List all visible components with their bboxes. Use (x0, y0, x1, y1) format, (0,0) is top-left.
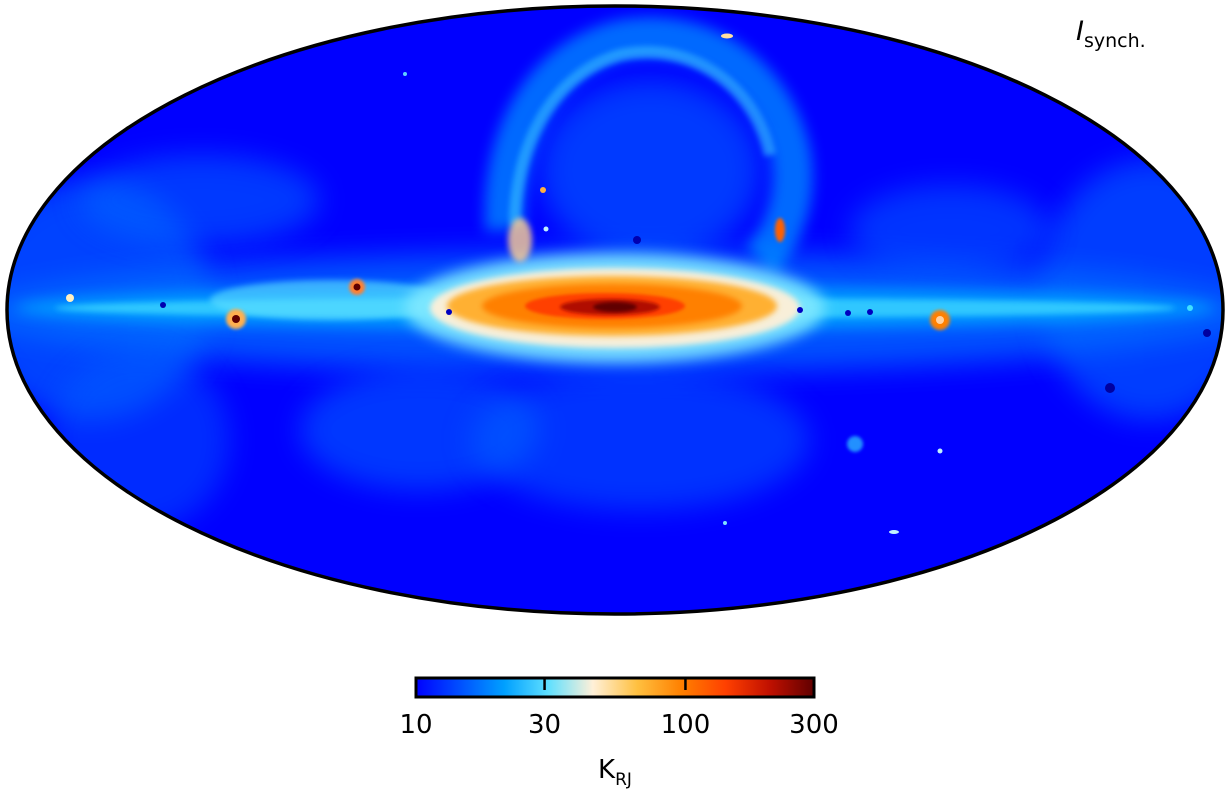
colorbar-tick-label: 100 (660, 710, 711, 740)
map-title-main: I (1076, 16, 1084, 47)
colorbar-tick-label: 300 (789, 710, 839, 740)
colorbar-frame (414, 676, 816, 699)
colorbar-ticks (543, 678, 687, 690)
sky-outline (5, 4, 1225, 616)
colorbar (414, 676, 816, 699)
north-polar-spur (484, 17, 813, 275)
colorbar-tick-label: 10 (399, 710, 433, 740)
colorbar-tick-label: 30 (528, 710, 562, 740)
map-title-subscript: synch. (1083, 30, 1146, 52)
colorbar-fill (416, 678, 814, 697)
unit-subscript: RJ (615, 770, 632, 790)
emission-layers (7, 17, 1223, 534)
unit-main: K (598, 755, 616, 785)
map-title: Isynch. (1076, 16, 1146, 52)
colorbar-unit-label: KRJ (598, 755, 632, 790)
point-sources (66, 33, 1211, 534)
